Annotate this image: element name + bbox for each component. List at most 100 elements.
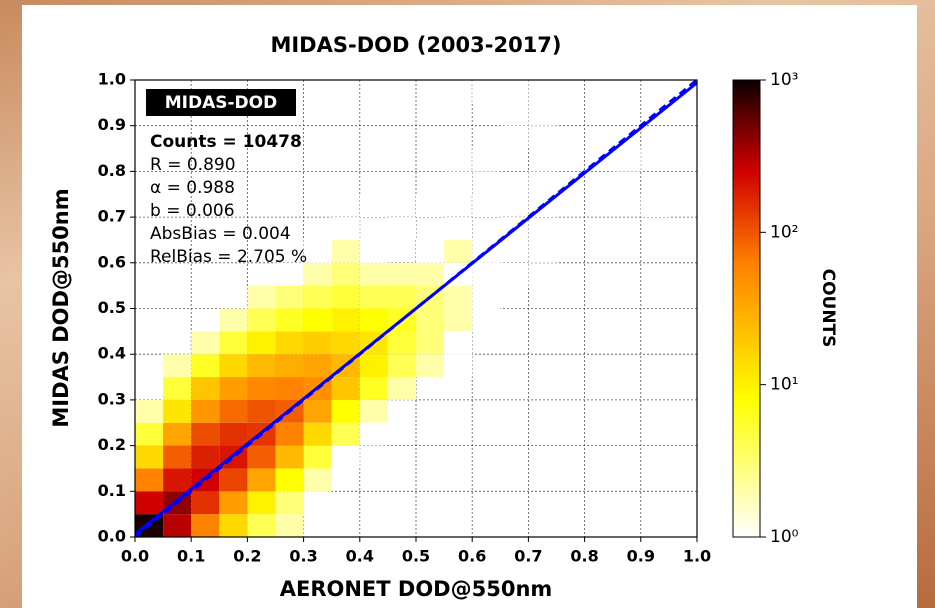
cell	[359, 399, 388, 423]
x-tick-label: 0.6	[458, 547, 486, 566]
colorbar	[732, 79, 761, 538]
cell	[444, 285, 473, 309]
colorbar-label: COUNTS	[818, 269, 838, 348]
colorbar-tick-label: 10¹	[770, 375, 798, 395]
cell	[219, 422, 248, 446]
cell	[219, 491, 248, 515]
cell	[472, 262, 501, 286]
x-tick-label: 0.1	[177, 547, 205, 566]
cell	[275, 422, 304, 446]
cell	[444, 217, 473, 240]
y-tick-label: 0.8	[98, 161, 126, 180]
cell	[331, 262, 360, 286]
y-tick-label: 0.7	[98, 207, 126, 226]
cell	[500, 262, 529, 286]
y-tick-label: 0.9	[98, 115, 126, 134]
x-axis-label: AERONET DOD@550nm	[280, 577, 553, 601]
cell	[472, 308, 501, 332]
cell	[303, 445, 332, 469]
cell	[387, 331, 416, 355]
cell	[191, 331, 220, 355]
cell	[303, 239, 332, 263]
cell	[191, 399, 220, 423]
cell	[359, 308, 388, 332]
x-tick-label: 0.8	[570, 547, 598, 566]
cell	[219, 514, 248, 537]
cell	[416, 331, 445, 355]
cell	[444, 308, 473, 332]
colorbar-tick-label: 10⁰	[770, 527, 799, 547]
annotation: α = 0.988	[150, 178, 235, 198]
cell	[275, 468, 304, 492]
chart-title: MIDAS-DOD (2003-2017)	[270, 33, 561, 57]
cell	[135, 422, 164, 446]
cell	[303, 331, 332, 355]
cell	[359, 285, 388, 309]
cell	[275, 514, 304, 537]
x-tick-label: 1.0	[683, 547, 711, 566]
cell	[247, 308, 276, 332]
cell	[359, 262, 388, 286]
cell	[331, 422, 360, 446]
cell	[387, 285, 416, 309]
cell	[331, 285, 360, 309]
cell	[528, 80, 557, 103]
cell	[247, 445, 276, 469]
cell	[275, 354, 304, 378]
x-tick-label: 0.7	[514, 547, 542, 566]
cell	[275, 491, 304, 515]
cell	[472, 194, 501, 218]
cell	[191, 491, 220, 515]
cell	[275, 445, 304, 469]
cell	[219, 399, 248, 423]
y-tick-label: 0.4	[98, 344, 126, 363]
y-tick-label: 0.1	[98, 481, 126, 500]
cell	[331, 239, 360, 263]
cell	[331, 308, 360, 332]
cell	[303, 262, 332, 286]
annotations: Counts = 10478 R = 0.890 α = 0.988 b = 0.00…	[150, 132, 307, 267]
cell	[472, 285, 501, 309]
cell	[528, 239, 557, 263]
cell	[387, 262, 416, 286]
cell	[275, 331, 304, 355]
cell	[247, 468, 276, 492]
y-tick-label: 0.6	[98, 252, 126, 271]
y-tick-label: 0.3	[98, 389, 126, 408]
cell	[219, 468, 248, 492]
cell	[416, 308, 445, 332]
x-tick-label: 0.4	[346, 547, 374, 566]
y-tick-label: 0.0	[98, 527, 126, 546]
fit-line	[135, 81, 697, 536]
cell	[163, 377, 192, 400]
cell	[303, 491, 332, 515]
cell	[247, 514, 276, 537]
cell	[219, 331, 248, 355]
cell	[275, 285, 304, 309]
cell	[135, 491, 164, 515]
y-tick-label: 1.0	[98, 70, 126, 89]
cell	[444, 171, 473, 195]
annotation: AbsBias = 0.004	[150, 224, 291, 244]
cell	[444, 239, 473, 263]
annotation: RelBias = 2.705 %	[150, 247, 307, 267]
cell	[219, 377, 248, 400]
cell	[191, 422, 220, 446]
cell	[444, 331, 473, 355]
cell	[416, 262, 445, 286]
x-tick-label: 0.0	[121, 547, 149, 566]
cell	[247, 399, 276, 423]
cell	[359, 377, 388, 400]
cell	[163, 422, 192, 446]
cell	[303, 399, 332, 423]
cell	[275, 308, 304, 332]
cell	[135, 445, 164, 469]
cell	[303, 285, 332, 309]
cell	[247, 285, 276, 309]
cell	[303, 308, 332, 332]
annotation-box-text: MIDAS-DOD	[165, 93, 277, 113]
x-tick-label: 0.3	[289, 547, 317, 566]
cell	[303, 354, 332, 378]
